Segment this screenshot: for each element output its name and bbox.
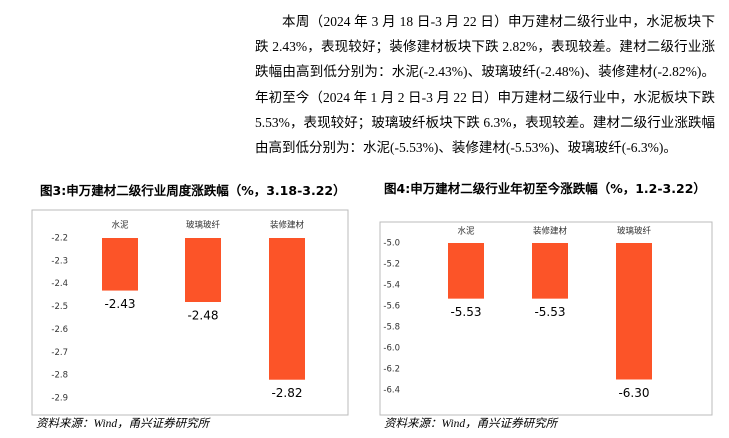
y-tick-label: -5.0 [383,239,400,249]
value-label: -5.53 [450,305,481,319]
chart-frame [31,209,349,416]
y-tick-label: -2.9 [51,394,68,404]
category-label: 装修建材 [533,226,568,237]
y-tick-label: -2.6 [51,325,68,335]
chart-frame [379,221,713,416]
y-tick-label: -2.2 [51,234,68,244]
bar [269,238,305,380]
value-label: -2.48 [187,309,218,323]
y-tick-label: -2.8 [51,371,68,381]
y-tick-label: -2.3 [51,256,68,266]
source: 资料来源：Wind，甬兴证券研究所 [384,418,558,430]
category-label: 玻璃玻纤 [186,220,221,231]
chart-title: 图3:申万建材二级行业周度涨跌幅（%，3.18-3.22） [40,183,346,198]
chart-title: 图4:申万建材二级行业年初至今涨跌幅（%，1.2-3.22） [384,181,706,196]
y-tick-label: -5.2 [383,260,400,270]
y-tick-label: -5.4 [383,281,400,291]
value-label: -6.30 [618,386,649,400]
category-label: 水泥 [457,226,475,237]
bar [185,238,221,302]
category-label: 水泥 [111,220,129,231]
bar [532,243,568,299]
value-label: -5.53 [534,305,565,319]
y-tick-label: -6.2 [383,365,400,375]
y-tick-label: -6.4 [383,386,400,396]
y-tick-label: -6.0 [383,344,400,354]
y-tick-label: -5.6 [383,302,400,312]
paragraph: 本周（2024 年 3 月 18 日-3 月 22 日）申万建材二级行业中，水泥… [255,14,715,156]
source: 资料来源：Wind，甬兴证券研究所 [36,418,210,430]
value-label: -2.82 [271,386,302,400]
bar [448,243,484,299]
bar [102,238,138,291]
y-tick-label: -2.4 [51,279,68,289]
bar [616,243,652,380]
y-tick-label: -2.7 [51,348,68,358]
y-tick-label: -5.8 [383,323,400,333]
category-label: 玻璃玻纤 [617,226,652,237]
category-label: 装修建材 [270,220,305,231]
value-label: -2.43 [104,297,135,311]
y-tick-label: -2.5 [51,302,68,312]
